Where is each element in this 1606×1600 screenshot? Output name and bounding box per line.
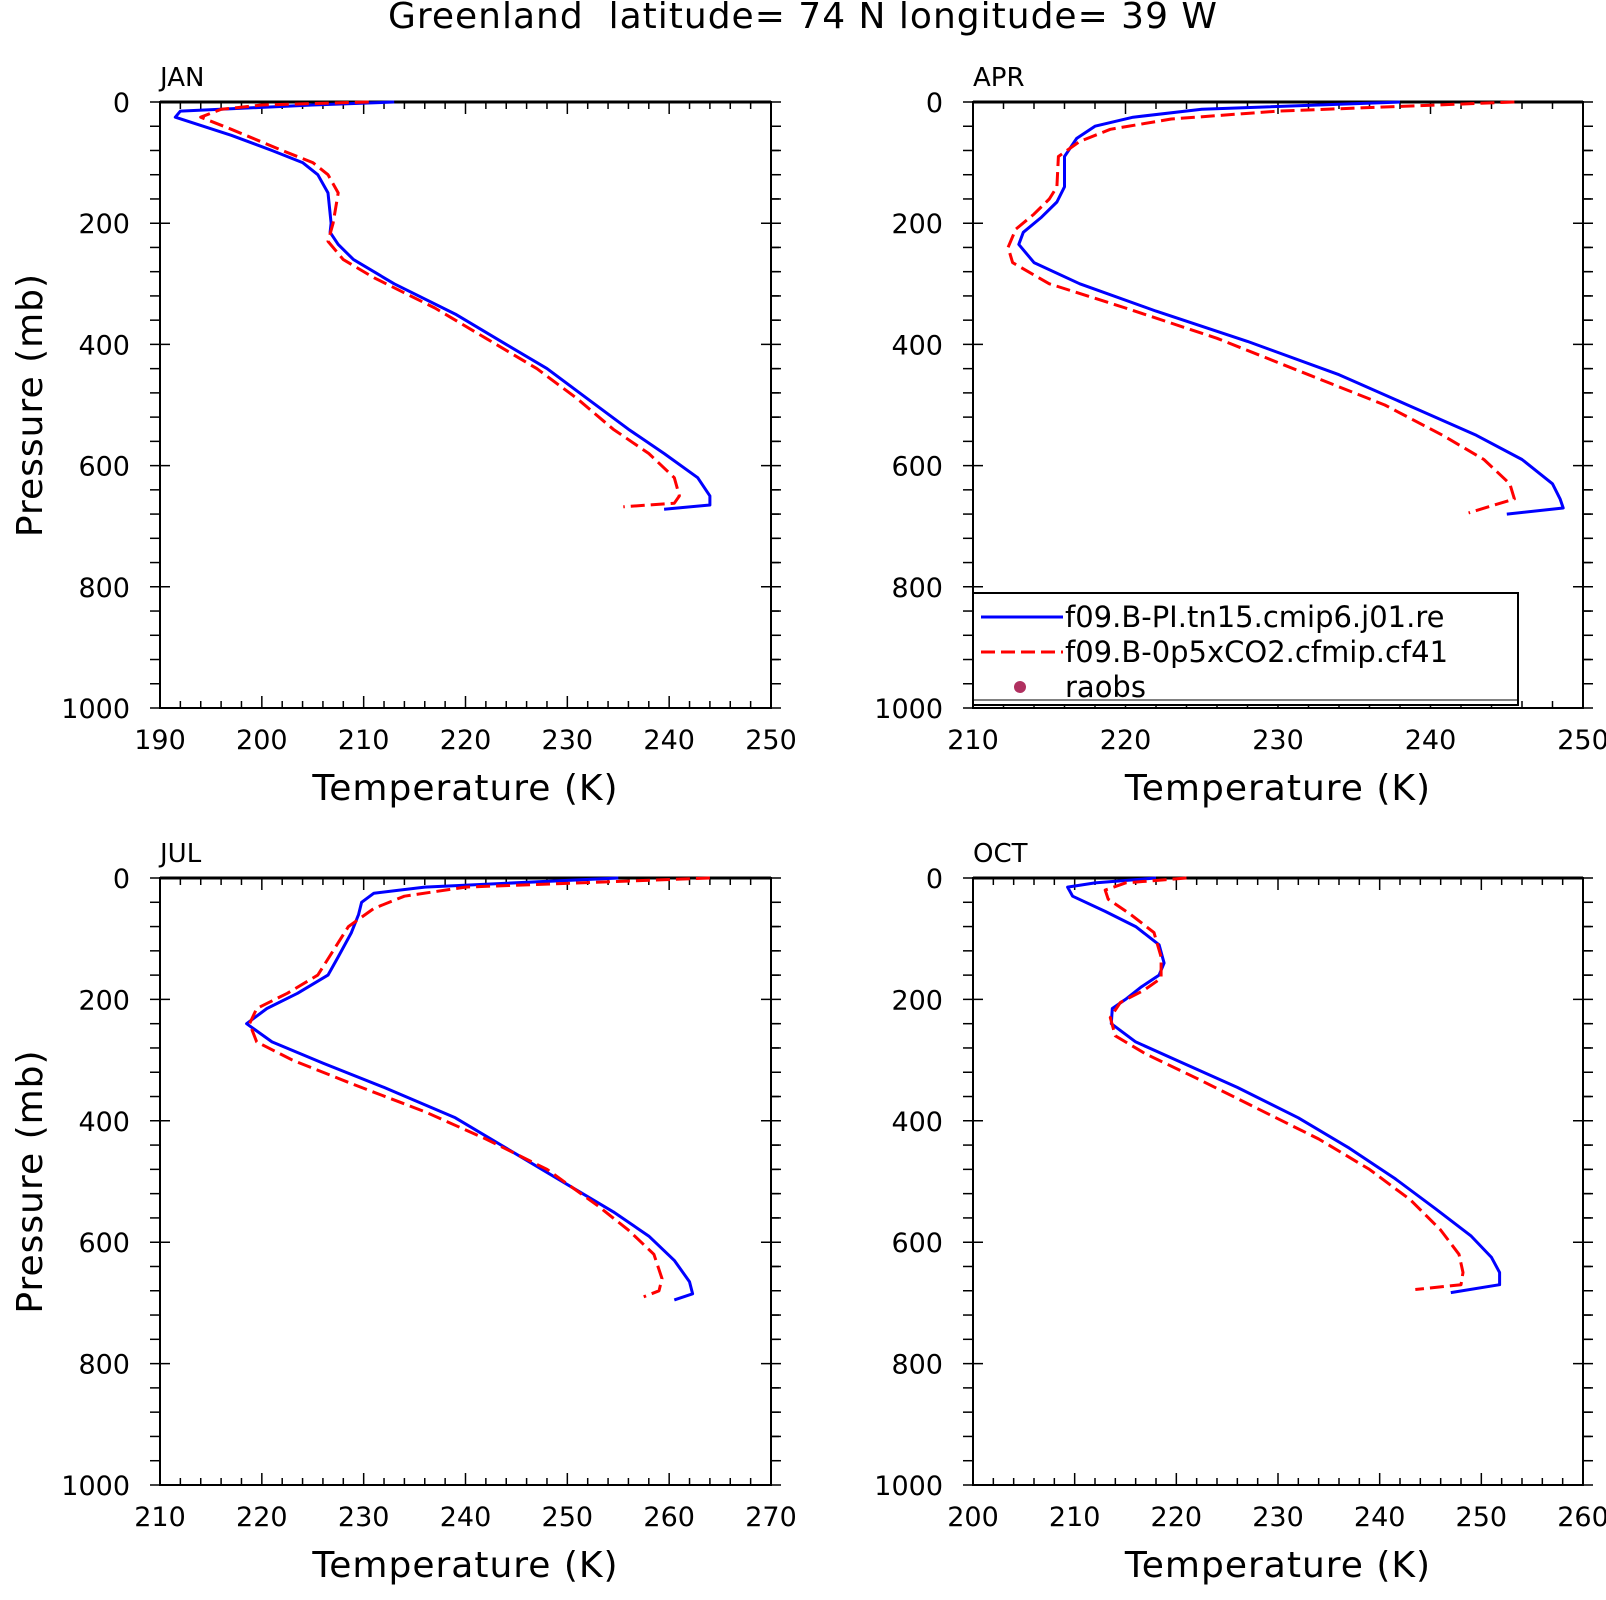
x-tick-label: 230 bbox=[1252, 725, 1304, 756]
y-tick-label: 1000 bbox=[61, 1471, 130, 1502]
x-tick-label: 220 bbox=[236, 1502, 288, 1533]
series-line-control bbox=[245, 876, 695, 1302]
legend-box bbox=[972, 592, 1519, 706]
y-tick-label: 1000 bbox=[874, 1471, 943, 1502]
x-tick-label: 260 bbox=[643, 1502, 695, 1533]
y-tick-label: 600 bbox=[891, 452, 943, 483]
x-tick-label: 270 bbox=[745, 1502, 797, 1533]
x-tick-label: 240 bbox=[643, 725, 695, 756]
y-tick-label: 1000 bbox=[61, 694, 130, 725]
y-tick-label: 200 bbox=[78, 209, 130, 240]
x-tick-label: 220 bbox=[1151, 1502, 1203, 1533]
y-tick-label: 0 bbox=[926, 864, 943, 895]
x-tick-label: 220 bbox=[440, 725, 492, 756]
x-tick-label: 210 bbox=[1049, 1502, 1101, 1533]
y-tick-label: 600 bbox=[78, 1228, 130, 1259]
panel-label: OCT bbox=[973, 839, 1028, 869]
series-line-co2 bbox=[248, 876, 710, 1299]
plot-frame bbox=[972, 877, 1584, 1486]
panel-jul: 210 220 230 240 250 260 270 0 200 400 600 800 1000 JU… bbox=[10, 839, 797, 1586]
plot-frame bbox=[159, 877, 772, 1486]
panel-label: APR bbox=[973, 63, 1025, 93]
x-tick-label: 230 bbox=[542, 725, 594, 756]
x-tick-label: 230 bbox=[1252, 1502, 1304, 1533]
legend: f09.B-PI.tn15.cmip6.j01.ref09.B-0p5xCO2.… bbox=[972, 592, 1519, 706]
x-tick-label: 230 bbox=[338, 1502, 390, 1533]
series-line-control bbox=[1066, 876, 1502, 1295]
y-tick-label: 0 bbox=[113, 88, 130, 119]
y-tick-label: 400 bbox=[891, 1107, 943, 1138]
y-tick-label: 200 bbox=[78, 985, 130, 1016]
y-axis-label: Pressure (mb) bbox=[10, 273, 51, 537]
x-tick-label: 250 bbox=[1456, 1502, 1508, 1533]
x-axis-label: Temperature (K) bbox=[1124, 768, 1431, 809]
y-tick-label: 800 bbox=[891, 1350, 943, 1381]
y-tick-label: 400 bbox=[891, 330, 943, 361]
y-tick-label: 800 bbox=[891, 573, 943, 604]
x-tick-label: 200 bbox=[236, 725, 288, 756]
x-tick-label: 200 bbox=[947, 1502, 999, 1533]
series-line-co2 bbox=[1103, 876, 1465, 1291]
y-tick-label: 400 bbox=[78, 1107, 130, 1138]
y-tick-label: 1000 bbox=[874, 694, 943, 725]
series-line-co2 bbox=[1006, 100, 1516, 515]
x-tick-label: 240 bbox=[1405, 725, 1457, 756]
legend-entry-label: f09.B-PI.tn15.cmip6.j01.re bbox=[1065, 600, 1444, 634]
x-tick-label: 250 bbox=[1557, 725, 1606, 756]
legend-marker-raobs bbox=[1014, 681, 1026, 693]
x-tick-label: 210 bbox=[338, 725, 390, 756]
y-axis-label: Pressure (mb) bbox=[10, 1049, 51, 1313]
panel-apr: 210 220 230 240 250 0 200 400 600 800 1000 APR Tempe… bbox=[874, 63, 1606, 809]
panel-oct: 200 210 220 230 240 250 260 0 200 400 600 800 1000 OC… bbox=[874, 839, 1606, 1586]
y-tick-label: 600 bbox=[78, 452, 130, 483]
x-axis-label: Temperature (K) bbox=[1124, 1545, 1431, 1586]
plot-frame bbox=[159, 101, 772, 709]
y-tick-label: 0 bbox=[113, 864, 130, 895]
x-tick-label: 190 bbox=[134, 725, 186, 756]
y-tick-label: 200 bbox=[891, 985, 943, 1016]
x-tick-label: 260 bbox=[1557, 1502, 1606, 1533]
x-axis-label: Temperature (K) bbox=[311, 768, 618, 809]
x-tick-label: 240 bbox=[440, 1502, 492, 1533]
x-axis-label: Temperature (K) bbox=[311, 1545, 618, 1586]
panel-jan: 190 200 210 220 230 240 250 0 200 400 600 800 1000 JA… bbox=[10, 63, 797, 809]
y-tick-label: 800 bbox=[78, 1350, 130, 1381]
x-tick-label: 210 bbox=[134, 1502, 186, 1533]
panel-label: JAN bbox=[158, 63, 204, 93]
panel-label: JUL bbox=[158, 839, 202, 869]
legend-entry-label: f09.B-0p5xCO2.cfmip.cf41 bbox=[1065, 635, 1448, 669]
y-tick-label: 800 bbox=[78, 573, 130, 604]
x-tick-label: 250 bbox=[745, 725, 797, 756]
y-tick-label: 200 bbox=[891, 209, 943, 240]
x-tick-label: 210 bbox=[947, 725, 999, 756]
series-line-co2 bbox=[199, 100, 681, 509]
legend-entry-label: raobs bbox=[1065, 670, 1146, 704]
series-line-control bbox=[1017, 100, 1565, 516]
x-tick-label: 220 bbox=[1100, 725, 1152, 756]
series-line-control bbox=[173, 100, 712, 511]
y-tick-label: 600 bbox=[891, 1228, 943, 1259]
figure-title: Greenland latitude= 74 N longitude= 39 W bbox=[387, 0, 1219, 37]
y-tick-label: 0 bbox=[926, 88, 943, 119]
x-tick-label: 240 bbox=[1354, 1502, 1406, 1533]
y-tick-label: 400 bbox=[78, 330, 130, 361]
x-tick-label: 250 bbox=[542, 1502, 594, 1533]
